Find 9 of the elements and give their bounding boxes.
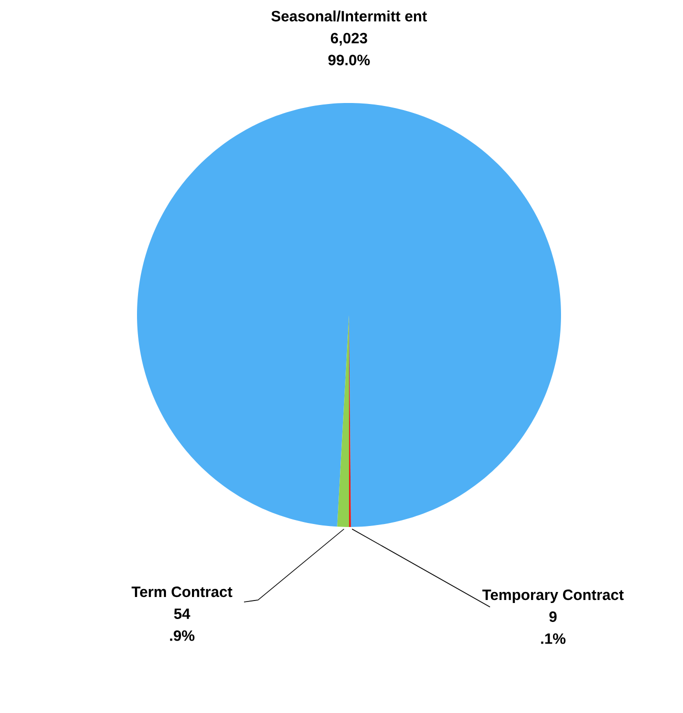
data-label: 54 [174, 608, 190, 620]
text: .1% [541, 633, 566, 644]
slice-label: Term Contract [132, 586, 232, 598]
text: 99.0% [328, 54, 370, 66]
slice-label: Temporary Contract [482, 590, 624, 604]
text: .9% [170, 630, 194, 641]
slice-label: Seasonal/Intermitt ent [271, 10, 427, 22]
data-label: 6,023 [330, 32, 368, 46]
data-label: 9 [549, 611, 557, 622]
